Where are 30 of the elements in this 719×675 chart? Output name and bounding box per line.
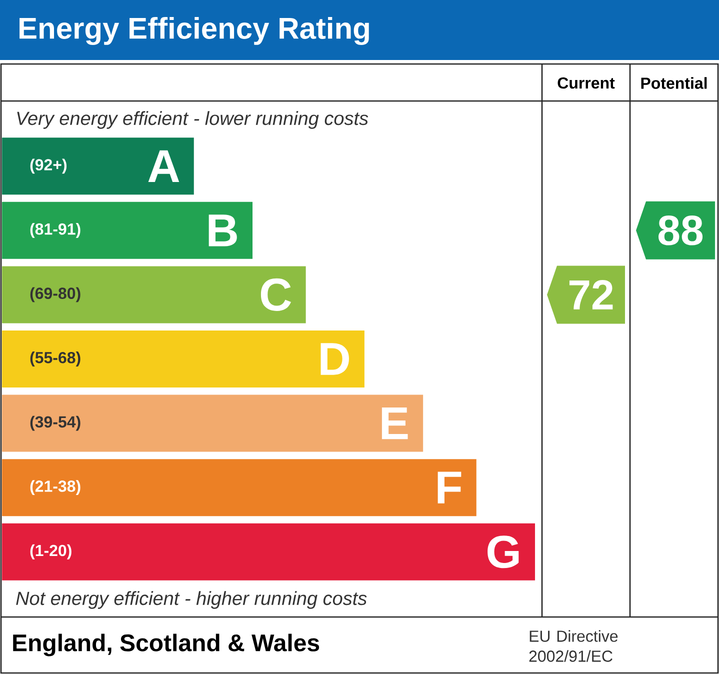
annotation: (55-68) bbox=[30, 352, 80, 366]
bar bbox=[2, 330, 364, 388]
bar bbox=[2, 202, 253, 259]
bar bbox=[2, 523, 536, 580]
annotation: (69-80) bbox=[30, 287, 80, 302]
text: Potential bbox=[641, 77, 707, 89]
bar bbox=[2, 266, 306, 324]
text: 72 bbox=[569, 280, 613, 310]
bar bbox=[2, 459, 476, 516]
y-tick-label: A bbox=[148, 150, 180, 182]
y-tick-label: C bbox=[260, 278, 292, 312]
y-tick-label: E bbox=[382, 407, 408, 440]
y-tick-label: F bbox=[438, 472, 462, 504]
text: EU Directive 2002/91/EC bbox=[529, 630, 618, 662]
text: Not energy efficient - higher running costs bbox=[16, 591, 367, 609]
text: England, Scotland & Wales bbox=[13, 634, 320, 656]
text: 88 bbox=[658, 216, 703, 246]
y-tick-label: G bbox=[488, 536, 519, 568]
annotation: (92+) bbox=[30, 158, 67, 174]
annotation: (39-54) bbox=[30, 416, 80, 431]
y-tick-label: B bbox=[208, 214, 237, 246]
text: Current bbox=[558, 77, 615, 89]
annotation: (1-20) bbox=[30, 544, 72, 560]
text: Very energy efficient - lower running costs bbox=[17, 111, 368, 129]
annotation: (21-38) bbox=[30, 480, 80, 496]
y-tick-label: D bbox=[320, 343, 349, 375]
bar bbox=[2, 394, 424, 452]
chart-title: Energy Efficiency Rating bbox=[20, 16, 369, 46]
annotation: (81-91) bbox=[30, 222, 80, 238]
bar bbox=[2, 138, 194, 195]
